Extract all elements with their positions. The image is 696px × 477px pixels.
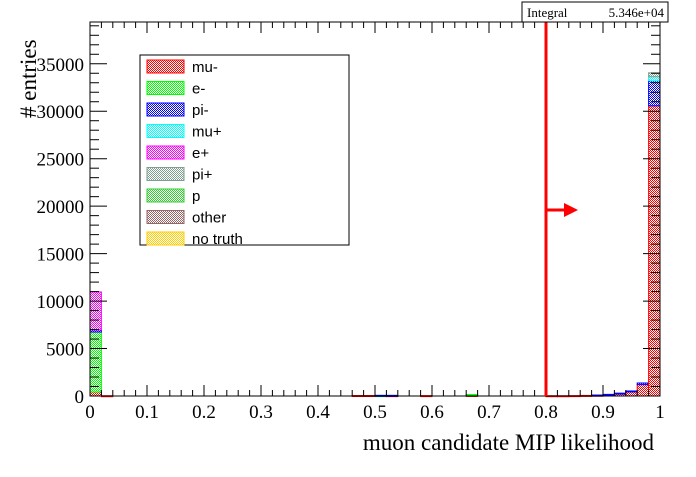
bar-pi--bin-48 [636, 382, 650, 386]
legend-swatch [146, 167, 185, 181]
legend-entry-no-truth: no truth [146, 231, 243, 248]
legend-swatch [146, 81, 185, 95]
legend-label: pi+ [192, 167, 213, 184]
y-tick-labels: 0 5000 10000 15000 20000 25000 30000 35000 [37, 55, 85, 408]
y-tick-label: 15000 [37, 245, 85, 266]
legend-label: e+ [192, 145, 209, 162]
legend: mu-e-pi-mu+ e+ pi+ p other no truth [139, 54, 350, 248]
legend-swatch [146, 210, 185, 224]
x-axis-title: muon candidate MIP likelihood [363, 430, 655, 455]
legend-swatch [146, 124, 185, 138]
legend-entry-mu-: mu- [146, 59, 218, 76]
x-tick-labels: 0 0.1 0.2 0.3 0.4 0.5 0.6 0.7 0.8 0.9 1 [85, 402, 665, 423]
bar-e--bin-33 [465, 394, 479, 397]
y-tick-label: 20000 [37, 197, 85, 218]
legend-label: p [192, 188, 200, 205]
legend-label: mu- [192, 59, 218, 76]
bar-mu--bin-48 [636, 384, 650, 397]
legend-entry-pi-: pi- [146, 102, 209, 119]
x-tick-label: 0.5 [363, 402, 387, 423]
legend-label: other [192, 210, 226, 227]
x-tick-label: 0.2 [192, 402, 216, 423]
bar-e--bin-0 [89, 331, 102, 393]
axis-ticks [89, 22, 661, 397]
legend-entry-e-: e- [146, 81, 205, 98]
y-tick-label: 0 [75, 387, 85, 408]
legend-label: no truth [192, 231, 243, 248]
x-tick-label: 1 [655, 402, 665, 423]
y-tick-label: 25000 [37, 150, 85, 171]
legend-label: pi- [192, 102, 209, 119]
y-axis-title: # entries [16, 39, 41, 118]
y-tick-label: 35000 [37, 55, 85, 76]
x-tick-label: 0.1 [135, 402, 159, 423]
legend-swatch [146, 59, 185, 74]
legend-entry-e+: e+ [146, 145, 209, 162]
legend-entry-p: p [146, 188, 200, 205]
legend-label: mu+ [192, 124, 222, 141]
x-tick-label: 0.7 [477, 402, 501, 423]
x-tick-label: 0.3 [249, 402, 273, 423]
legend-swatch [146, 231, 185, 246]
stats-value: 5.346e+04 [609, 5, 665, 20]
x-tick-label: 0.4 [306, 402, 330, 423]
legend-entry-other: other [146, 210, 226, 227]
x-tick-label: 0.6 [420, 402, 444, 423]
cut-marker [544, 22, 578, 396]
cut-arrow-head [564, 203, 578, 217]
legend-entry-mu+: mu+ [146, 124, 222, 141]
bar-pi--bin-47 [625, 390, 638, 393]
y-tick-label: 10000 [37, 292, 85, 313]
legend-swatch [146, 145, 185, 160]
bar-mu+-bin-49 [648, 76, 661, 82]
legend-swatch [146, 188, 185, 203]
x-tick-label: 0 [85, 402, 95, 423]
bar-mu--bin-0 [89, 391, 102, 397]
y-tick-label: 5000 [46, 340, 84, 361]
legend-swatch [146, 102, 185, 117]
y-tick-label: 30000 [37, 102, 85, 123]
stats-box: Integral 5.346e+04 [521, 1, 669, 23]
legend-entry-pi+: pi+ [146, 167, 213, 184]
x-tick-label: 0.9 [591, 402, 615, 423]
bar-pi--bin-45 [602, 393, 615, 396]
stats-label: Integral [527, 5, 568, 20]
legend-label: e- [192, 81, 205, 98]
bar-pi--bin-46 [613, 392, 627, 395]
x-tick-label: 0.8 [534, 402, 558, 423]
